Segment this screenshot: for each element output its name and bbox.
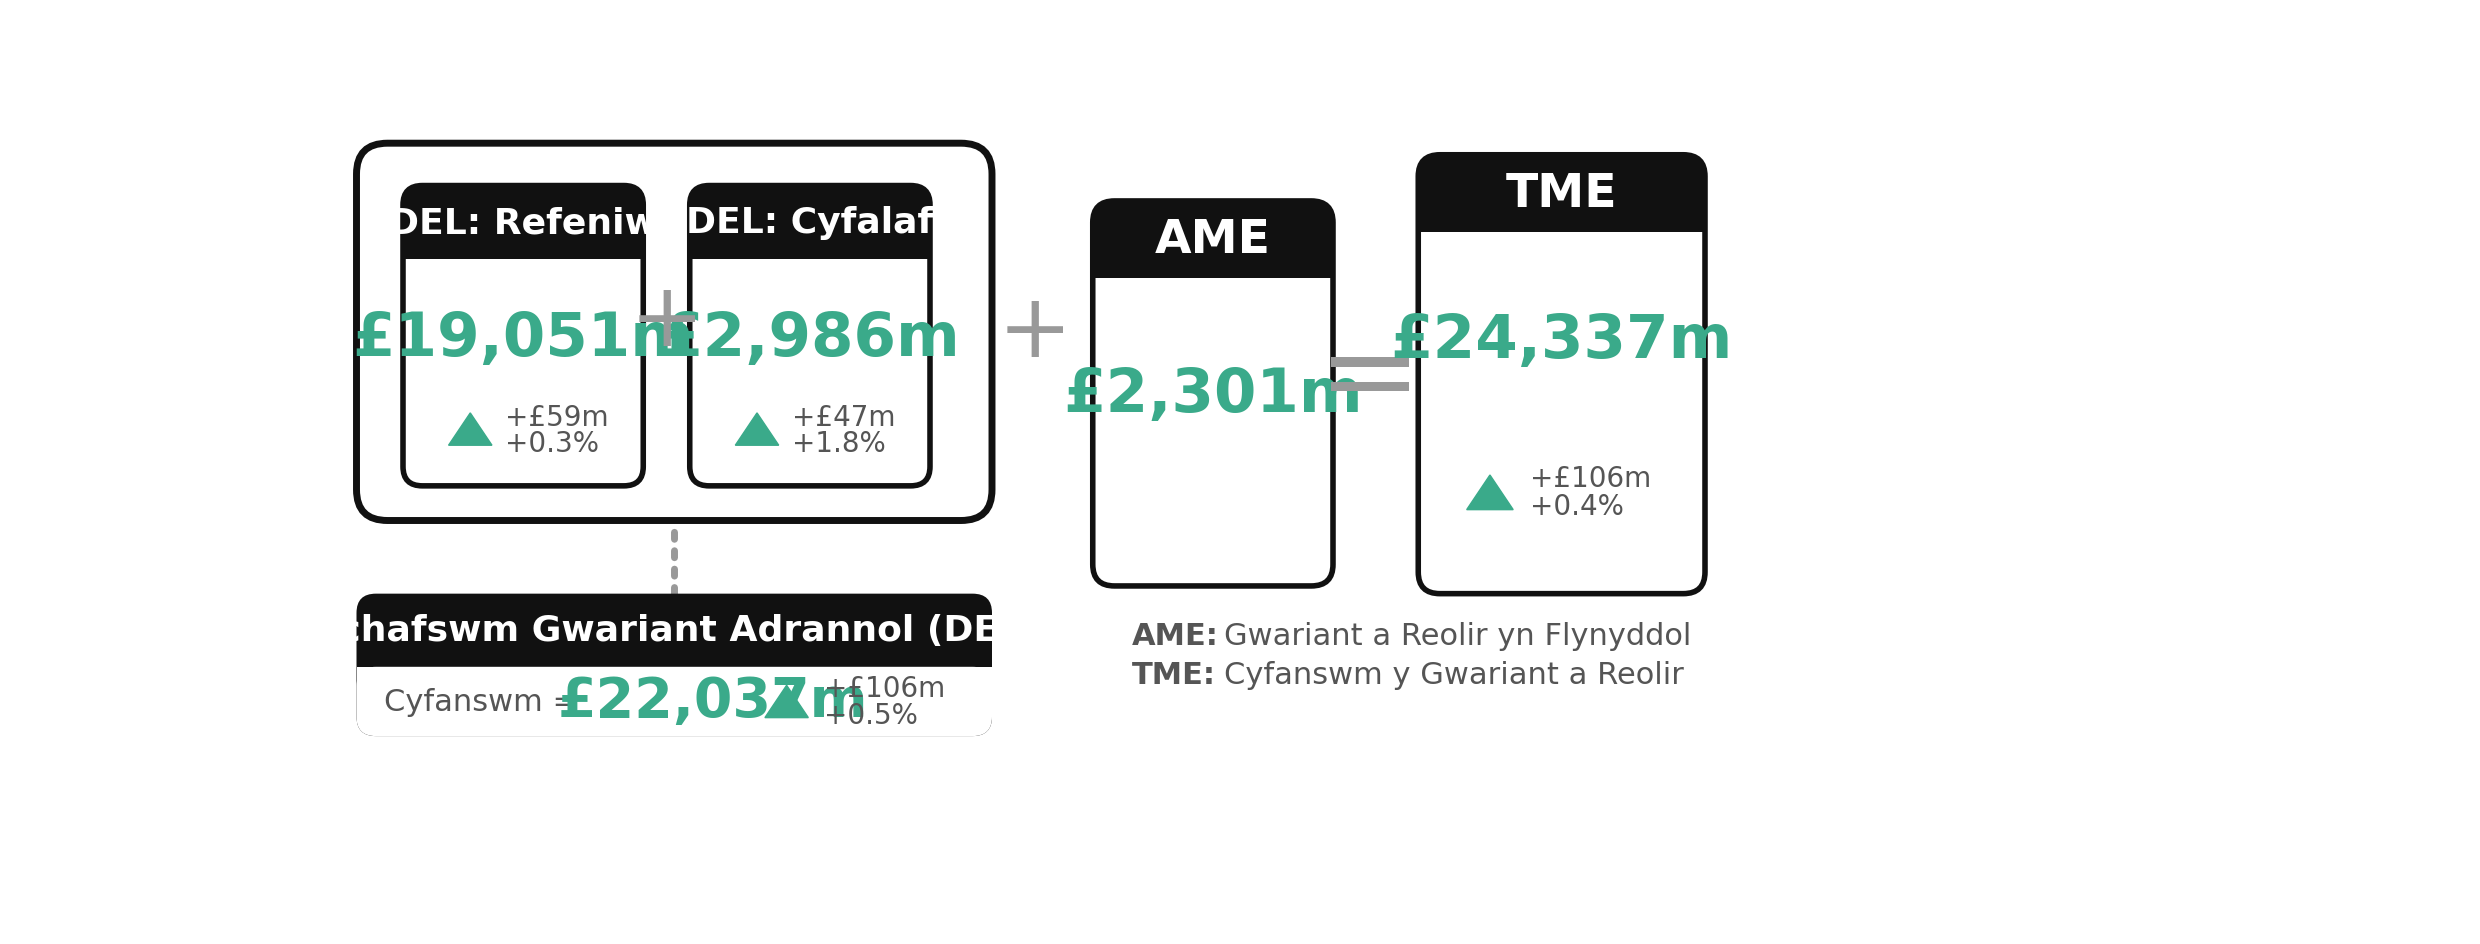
Text: £24,337m: £24,337m	[1391, 312, 1734, 370]
FancyBboxPatch shape	[402, 186, 642, 486]
Text: DEL: Cyfalaf: DEL: Cyfalaf	[687, 206, 932, 240]
FancyBboxPatch shape	[357, 144, 992, 521]
Text: TME: TME	[1505, 172, 1617, 216]
Text: TME:: TME:	[1131, 660, 1215, 689]
Text: +£106m: +£106m	[823, 674, 945, 701]
Text: Uchafswm Gwariant Adrannol (DEL): Uchafswm Gwariant Adrannol (DEL)	[310, 614, 1039, 648]
Text: £2,986m: £2,986m	[660, 310, 960, 368]
Polygon shape	[449, 413, 491, 446]
Bar	[1094, 257, 1334, 278]
Polygon shape	[734, 413, 779, 446]
FancyBboxPatch shape	[1419, 156, 1706, 594]
Text: £19,051m: £19,051m	[352, 310, 694, 368]
Text: AME: AME	[1156, 218, 1270, 262]
Bar	[357, 667, 992, 686]
FancyBboxPatch shape	[1419, 156, 1706, 232]
Polygon shape	[764, 685, 808, 717]
Text: +£106m: +£106m	[1530, 465, 1652, 493]
Text: +1.8%: +1.8%	[791, 430, 885, 458]
Bar	[1332, 382, 1409, 392]
Text: +0.3%: +0.3%	[506, 430, 600, 458]
Text: Cyfanswm y Gwariant a Reolir: Cyfanswm y Gwariant a Reolir	[1225, 660, 1684, 689]
FancyBboxPatch shape	[402, 186, 642, 260]
FancyBboxPatch shape	[1094, 202, 1334, 278]
Text: £22,037m: £22,037m	[558, 675, 868, 729]
FancyBboxPatch shape	[357, 667, 992, 736]
Text: +£59m: +£59m	[506, 403, 608, 431]
Text: +: +	[997, 289, 1071, 376]
FancyBboxPatch shape	[1094, 202, 1334, 586]
Text: +0.4%: +0.4%	[1530, 493, 1624, 521]
Text: Gwariant a Reolir yn Flynyddol: Gwariant a Reolir yn Flynyddol	[1225, 622, 1691, 650]
Text: £2,301m: £2,301m	[1064, 366, 1362, 425]
Text: DEL: Refeniw: DEL: Refeniw	[389, 206, 657, 240]
Text: +£47m: +£47m	[791, 403, 895, 431]
Text: +: +	[630, 278, 704, 364]
Text: AME:: AME:	[1131, 622, 1218, 650]
FancyBboxPatch shape	[689, 186, 930, 260]
Text: Cyfanswm =: Cyfanswm =	[384, 687, 588, 716]
Bar	[402, 240, 642, 260]
Bar	[1419, 211, 1706, 232]
Bar	[689, 240, 930, 260]
Polygon shape	[1466, 476, 1513, 510]
Bar	[1332, 358, 1409, 367]
FancyBboxPatch shape	[689, 186, 930, 486]
FancyBboxPatch shape	[357, 594, 992, 736]
Text: +0.5%: +0.5%	[823, 701, 918, 730]
